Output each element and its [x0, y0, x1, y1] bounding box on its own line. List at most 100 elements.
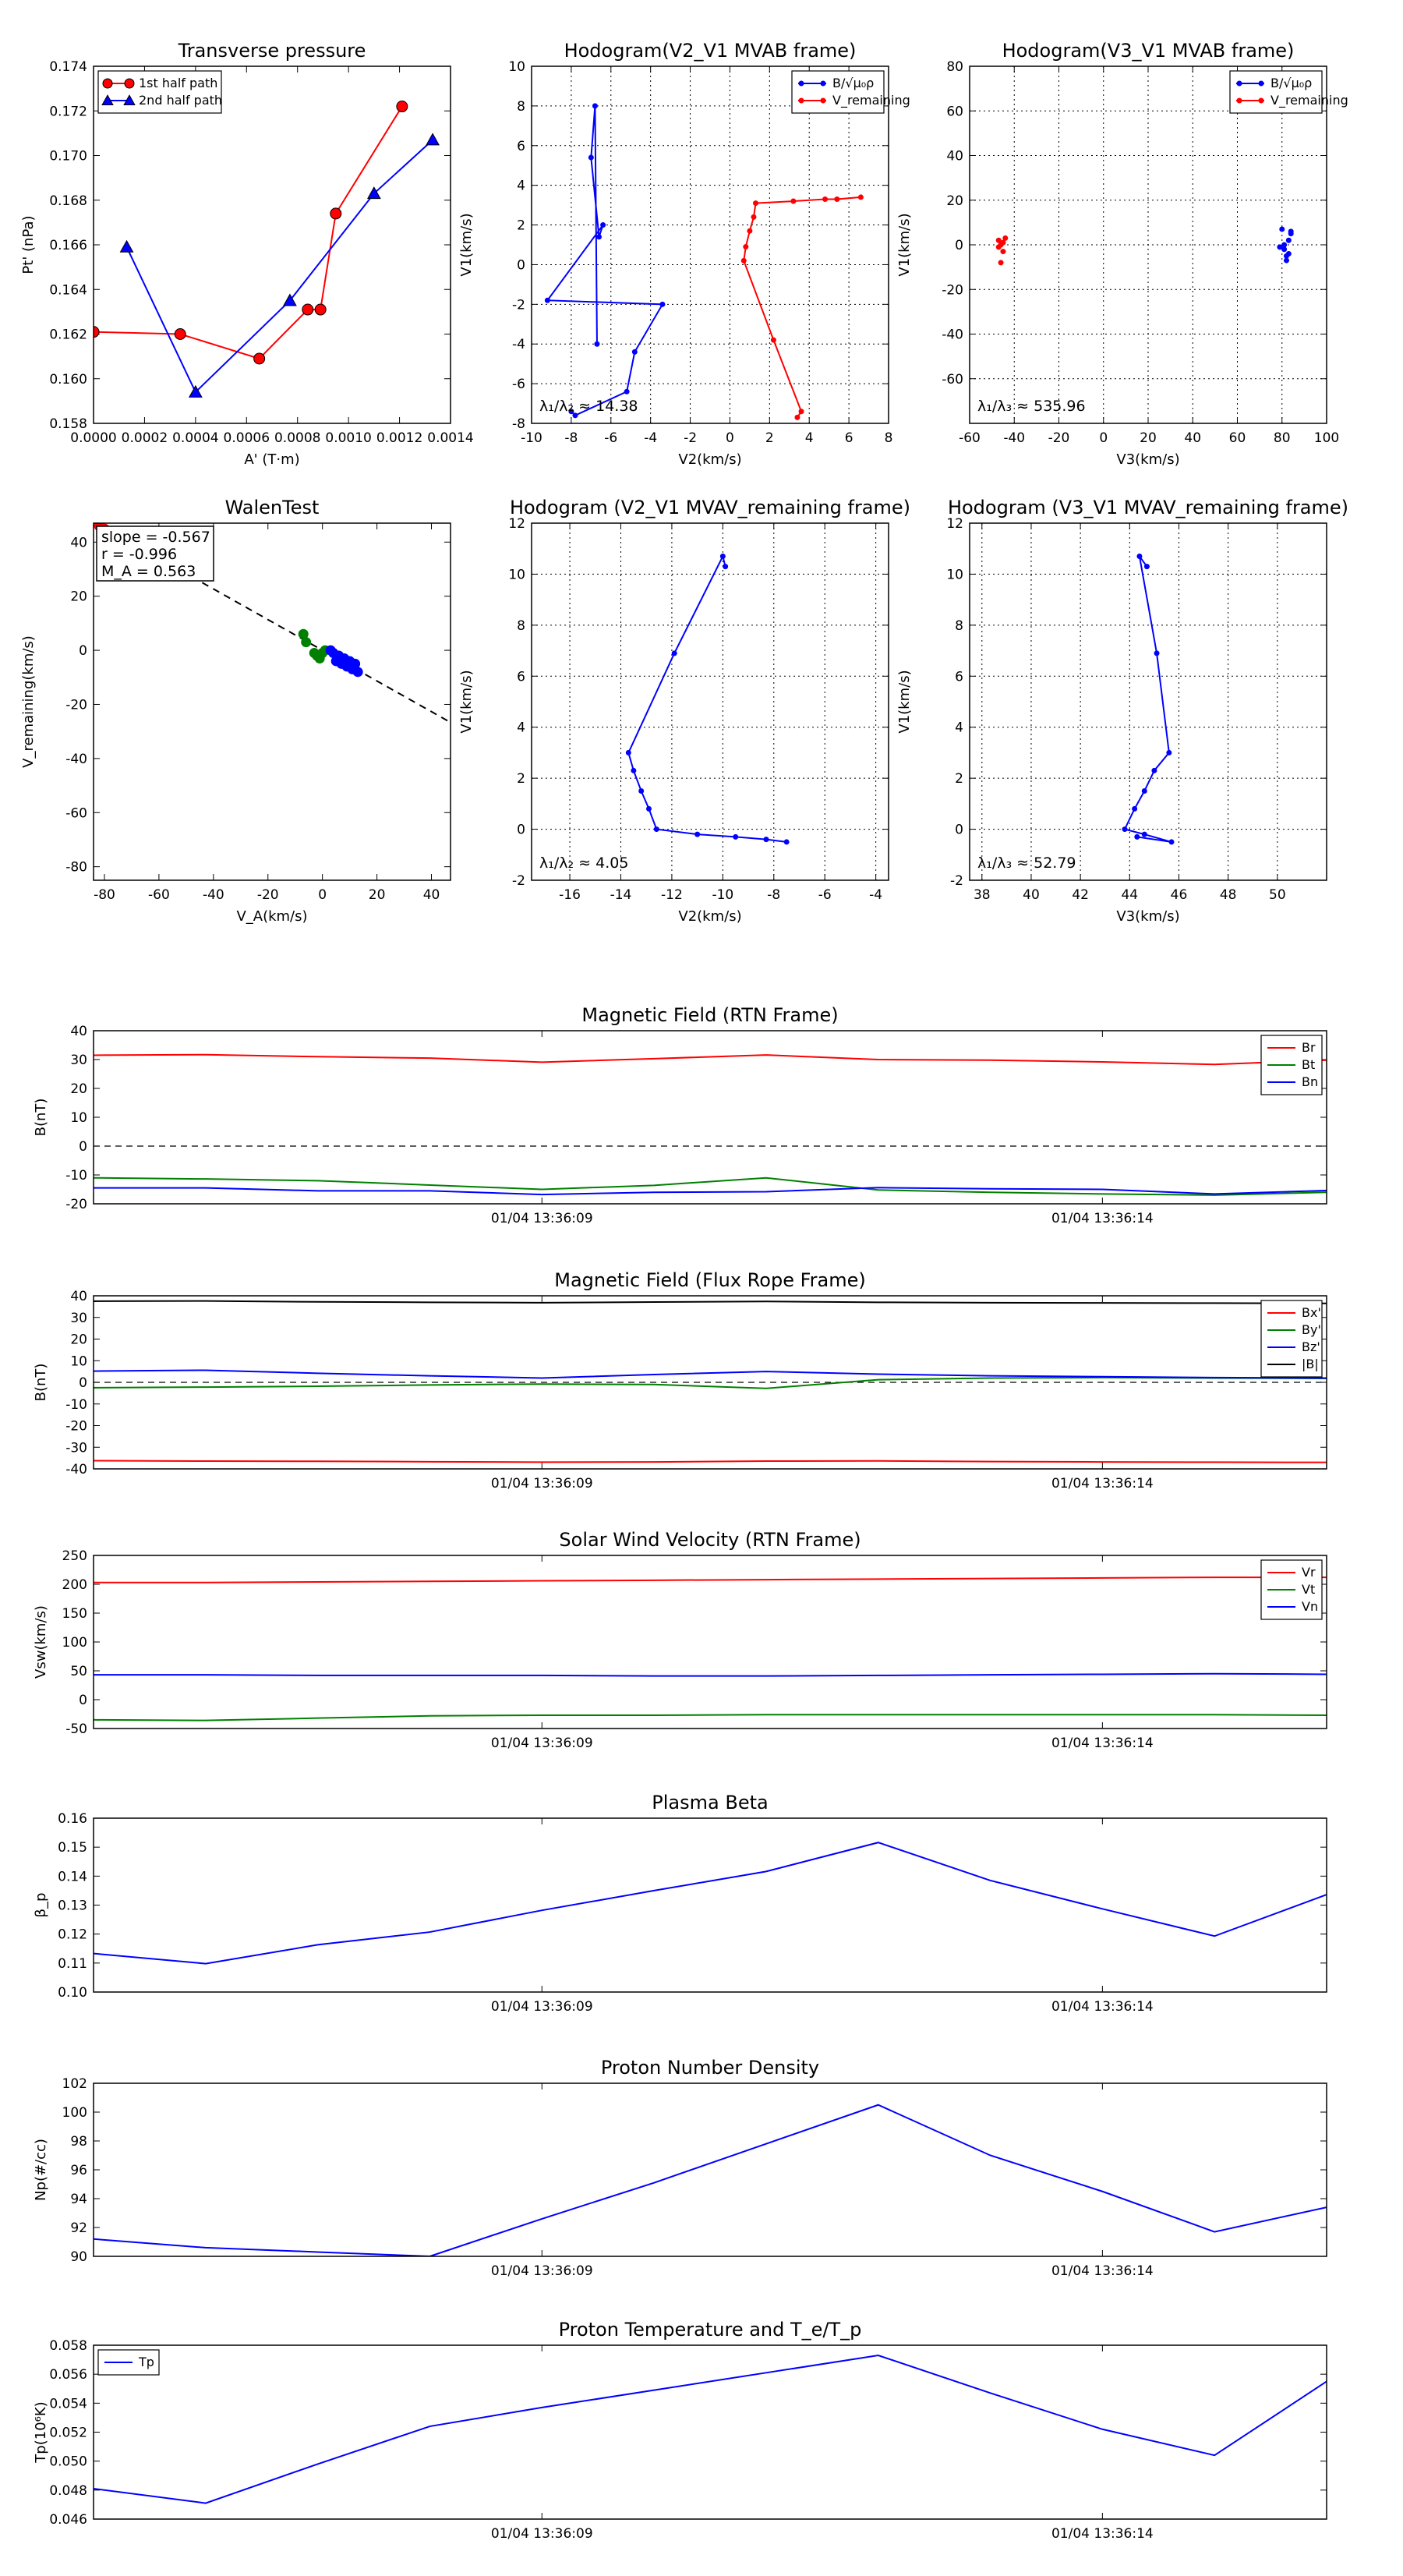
ratio-annotation: λ₁/λ₃ ≈ 52.79 — [977, 855, 1076, 872]
y-tick-label: 6 — [517, 139, 525, 154]
legend-marker — [123, 94, 136, 106]
y-tick-label: -2 — [512, 297, 525, 313]
data-point — [1281, 246, 1288, 253]
y-tick-label: -60 — [65, 805, 87, 821]
series-line-Bz' — [94, 1369, 1327, 1379]
x-tick-label: 01/04 13:36:14 — [1051, 1211, 1154, 1226]
x-tick-label: 0.0008 — [274, 430, 320, 446]
data-point — [592, 103, 598, 109]
x-tick-label: -16 — [559, 887, 581, 903]
y-tick-label: 0.054 — [49, 2396, 87, 2411]
y-tick-label: -20 — [65, 1197, 87, 1212]
x-tick-label: 01/04 13:36:14 — [1051, 1999, 1154, 2015]
data-point — [1122, 826, 1128, 833]
y-tick-label: -2 — [950, 873, 963, 889]
y-tick-label: 20 — [70, 1332, 87, 1348]
series-line-Np — [94, 2104, 1327, 2256]
y-tick-label: 0.056 — [49, 2367, 87, 2383]
legend-label: Br — [1302, 1040, 1316, 1055]
y-axis-label: Tp(10⁶K) — [33, 2401, 49, 2463]
axes-frame — [93, 2082, 1327, 2257]
y-tick-label: 98 — [70, 2134, 87, 2150]
x-tick-label: 01/04 13:36:09 — [491, 1999, 593, 2015]
x-tick-label: -20 — [1048, 430, 1070, 446]
y-tick-label: -40 — [65, 752, 87, 767]
x-tick-label: 01/04 13:36:09 — [491, 1476, 593, 1491]
chart-title: Hodogram (V2_V1 MVAV_remaining frame) — [510, 497, 910, 518]
x-tick-label: 01/04 13:36:09 — [491, 1736, 593, 1751]
data-point — [770, 337, 776, 343]
x-tick-label: -4 — [869, 887, 882, 903]
x-tick-label: 0.0004 — [172, 430, 218, 446]
y-tick-label: 30 — [70, 1311, 87, 1326]
legend-label: Bn — [1302, 1074, 1318, 1089]
chart-title: Magnetic Field (RTN Frame) — [581, 1004, 838, 1026]
series-line-By' — [94, 1376, 1327, 1389]
x-tick-label: 0.0010 — [325, 430, 371, 446]
legend: Vr Vt Vn — [1260, 1559, 1323, 1620]
x-tick-label: -20 — [257, 887, 279, 903]
data-point — [834, 196, 840, 202]
x-tick-label: 80 — [1274, 430, 1291, 446]
legend-marker — [1258, 97, 1264, 104]
x-tick-label: 100 — [1314, 430, 1339, 446]
axes-frame — [969, 65, 1327, 424]
y-tick-label: 100 — [62, 2105, 87, 2121]
y-tick-label: 6 — [517, 669, 525, 685]
chart-hodogram-v3v1-mvab: Hodogram(V3_V1 MVAB frame) -60 -40 -20 0 20 40… — [896, 40, 1348, 468]
y-tick-label: 10 — [70, 1353, 87, 1369]
y-tick-label: -20 — [65, 1419, 87, 1435]
x-tick-label: 0.0006 — [224, 430, 270, 446]
legend: Tp — [97, 2349, 160, 2376]
y-tick-label: 0.046 — [49, 2512, 87, 2528]
data-point — [1277, 244, 1283, 250]
y-tick-label: 4 — [517, 720, 525, 736]
legend-marker — [1258, 80, 1264, 87]
y-tick-label: 12 — [508, 516, 525, 532]
x-tick-label: 0.0012 — [376, 430, 422, 446]
chart-title: Transverse pressure — [178, 40, 366, 62]
y-axis-label: B(nT) — [33, 1364, 49, 1402]
x-tick-label: 0 — [318, 887, 327, 903]
x-tick-label: 48 — [1220, 887, 1237, 903]
y-axis-label: V1(km/s) — [896, 670, 913, 733]
y-tick-label: -60 — [942, 372, 963, 387]
x-tick-label: -80 — [94, 887, 115, 903]
y-tick-label: -20 — [942, 282, 963, 298]
y-tick-label: 0.160 — [49, 372, 87, 387]
chart-title: Proton Temperature and T_e/T_p — [559, 2319, 862, 2341]
x-tick-label: 20 — [369, 887, 386, 903]
y-tick-label: 0.050 — [49, 2454, 87, 2470]
data-point — [1288, 231, 1294, 237]
data-point — [1134, 833, 1140, 840]
series-line-Vn — [94, 1672, 1327, 1677]
data-point — [671, 650, 677, 656]
axes-frame — [93, 1030, 1327, 1205]
legend: 1st half path 2nd half path — [97, 70, 222, 114]
data-point — [857, 194, 864, 200]
y-tick-label: 12 — [946, 516, 963, 532]
y-tick-label: 90 — [70, 2249, 87, 2265]
legend-label: Tp — [138, 2355, 154, 2369]
data-point — [783, 839, 790, 845]
legend-label: Vt — [1302, 1582, 1315, 1597]
data-point — [94, 326, 100, 338]
series-line-V_remaining — [743, 196, 861, 418]
data-point — [995, 237, 1002, 243]
series-line-Vr — [94, 1576, 1327, 1583]
y-tick-label: -6 — [512, 377, 525, 392]
data-point — [1166, 749, 1172, 755]
data-point — [572, 412, 578, 419]
y-tick-label: 0 — [955, 238, 963, 253]
x-tick-label: 42 — [1072, 887, 1089, 903]
x-axis-label: V2(km/s) — [678, 451, 741, 468]
data-point — [330, 207, 342, 220]
series-line-Bx' — [94, 1460, 1327, 1463]
y-tick-label: 50 — [70, 1664, 87, 1679]
x-tick-label: 40 — [1184, 430, 1201, 446]
axes-frame — [93, 522, 451, 881]
series-line-Vt — [94, 1714, 1327, 1721]
ratio-annotation: λ₁/λ₂ ≈ 4.05 — [539, 855, 628, 872]
x-axis-label: V2(km/s) — [678, 908, 741, 925]
data-point — [544, 297, 550, 303]
